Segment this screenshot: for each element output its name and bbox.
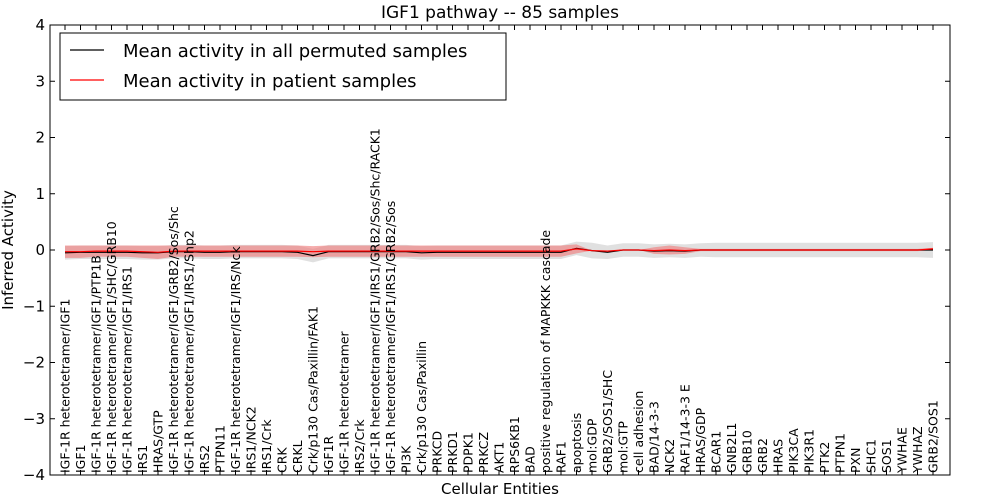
y-tick-label: 1 bbox=[35, 185, 45, 203]
x-tick-label: HRAS bbox=[771, 439, 786, 473]
x-tick-label: GNB2L1 bbox=[724, 423, 739, 473]
x-tick-label: PI3K bbox=[399, 445, 414, 473]
x-tick-label: IGF-1R heterotetramer/IGF1/IRS1 bbox=[120, 266, 135, 473]
x-tick-label: SOS1 bbox=[879, 439, 894, 473]
y-tick-label: −1 bbox=[23, 297, 45, 315]
x-tick-label: GRB2 bbox=[755, 438, 770, 473]
x-tick-label: PIK3R1 bbox=[802, 429, 817, 473]
legend-frame bbox=[59, 32, 507, 101]
x-tick-label: apoptosis bbox=[569, 413, 584, 473]
x-tick-label: GRB2/SOS1 bbox=[926, 400, 941, 473]
x-tick-label: cell adhesion bbox=[631, 391, 646, 473]
x-tick-label: IGF-1R heterotetramer bbox=[337, 330, 352, 473]
x-tick-label: BCAR1 bbox=[709, 431, 724, 473]
x-tick-label: IGF-1R heterotetramer/IGF1/IRS1/GRB2/Sos… bbox=[368, 128, 383, 473]
x-tick-label: RAF1 bbox=[554, 441, 569, 473]
x-tick-label: IGF-1R heterotetramer/IGF1/IRS1/GRB2/Sos bbox=[383, 201, 398, 473]
y-tick-label: 3 bbox=[35, 72, 45, 90]
x-tick-label: mol:GDP bbox=[585, 418, 600, 473]
x-tick-label: Crk/p130 Cas/Paxillin bbox=[414, 341, 429, 473]
x-tick-label: PRKD1 bbox=[445, 431, 460, 473]
x-tick-label: PDPK1 bbox=[461, 432, 476, 473]
y-tick-label: 0 bbox=[35, 241, 45, 259]
x-tick-label: IRS2/Crk bbox=[352, 419, 367, 473]
x-tick-label: Crk/p130 Cas/Paxillin/FAK1 bbox=[306, 306, 321, 473]
y-tick-label: −2 bbox=[23, 354, 45, 372]
x-tick-label: BAD/14-3-3 bbox=[647, 401, 662, 473]
x-tick-label: CRKL bbox=[290, 440, 305, 473]
series-line-patient bbox=[65, 248, 934, 253]
legend-label-permuted: Mean activity in all permuted samples bbox=[123, 41, 467, 62]
x-tick-label: IGF-1R heterotetramer/IGF1/GRB2/Sos/Shc bbox=[166, 206, 181, 473]
x-tick-label: IGF-1R heterotetramer/IGF1 bbox=[58, 299, 73, 473]
x-tick-label: CRK bbox=[275, 447, 290, 473]
legend-label-patient: Mean activity in patient samples bbox=[123, 71, 417, 92]
y-axis: 4 3 2 1 0 −1 −2 −3 −4 bbox=[23, 16, 950, 484]
x-tick-label: IGF1R bbox=[321, 435, 336, 473]
x-tick-label: GRB10 bbox=[740, 430, 755, 473]
legend: Mean activity in all permuted samples Me… bbox=[59, 32, 507, 101]
chart-title: IGF1 pathway -- 85 samples bbox=[381, 3, 619, 23]
y-tick-label: −3 bbox=[23, 410, 45, 428]
y-tick-label: 4 bbox=[35, 16, 45, 34]
x-tick-label: PIK3CA bbox=[786, 428, 801, 473]
x-axis-label: Cellular Entities bbox=[441, 480, 559, 498]
x-tick-label: HRAS/GTP bbox=[151, 410, 166, 473]
x-tick-label: PRKCZ bbox=[476, 432, 491, 473]
x-tick-label: RPS6KB1 bbox=[507, 416, 522, 473]
x-tick-label: positive regulation of MAPKKK cascade bbox=[538, 230, 553, 473]
series-lines bbox=[64, 247, 934, 257]
x-tick-label: PTK2 bbox=[817, 442, 832, 473]
y-tick-label: −4 bbox=[23, 466, 45, 484]
x-tick-label: HRAS/GDP bbox=[693, 407, 708, 473]
x-tick-label: PTPN11 bbox=[213, 425, 228, 473]
x-tick-label: SHC1 bbox=[864, 439, 879, 473]
x-tick-label: RAF1/14-3-3 E bbox=[678, 384, 693, 473]
x-tick-label: PXN bbox=[848, 448, 863, 473]
x-tick-label: YWHAZ bbox=[910, 426, 925, 474]
x-tick-label: IRS2 bbox=[197, 445, 212, 473]
x-tick-label: AKT1 bbox=[492, 442, 507, 473]
x-tick-label: mol:GTP bbox=[616, 421, 631, 473]
x-tick-label: IRS1/Crk bbox=[259, 419, 274, 473]
x-tick-label: BAD bbox=[523, 446, 538, 473]
x-tick-label: IRS1 bbox=[135, 445, 150, 473]
x-tick-label: PTPN1 bbox=[833, 433, 848, 473]
x-tick-label: IGF-1R heterotetramer/IGF1/IRS1/Shp2 bbox=[182, 230, 197, 473]
y-axis-label: Inferred Activity bbox=[0, 190, 17, 310]
x-axis: IGF-1R heterotetramer/IGF1 IGF1 IGF-1R het… bbox=[58, 25, 941, 475]
x-tick-label: GRB2/SOS1/SHC bbox=[600, 370, 615, 473]
x-tick-label: IGF-1R heterotetramer/IGF1/SHC/GRB10 bbox=[104, 221, 119, 473]
x-tick-label: IGF1 bbox=[73, 444, 88, 473]
x-tick-label: IGF-1R heterotetramer/IGF1/PTP1B bbox=[89, 255, 104, 473]
x-tick-label: YWHAE bbox=[895, 427, 910, 474]
y-tick-label: 2 bbox=[35, 129, 45, 147]
x-tick-label: NCK2 bbox=[662, 439, 677, 473]
x-tick-label: IRS1/NCK2 bbox=[244, 406, 259, 473]
x-tick-label: PRKCD bbox=[430, 431, 445, 473]
x-tick-label: IGF-1R heterotetramer/IGF1/IRS/Nck bbox=[228, 246, 243, 473]
